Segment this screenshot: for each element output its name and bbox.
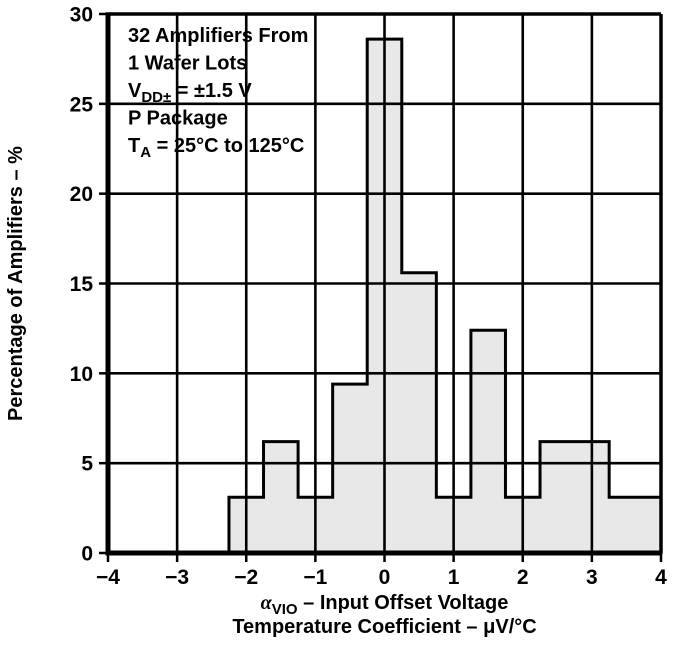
y-tick-label: 25 xyxy=(70,93,94,116)
x-tick-label: 2 xyxy=(517,566,529,589)
annotation-line: P Package xyxy=(128,108,228,130)
annotation-line: VDD± = ±1.5 V xyxy=(128,80,252,106)
histogram-bars-fill xyxy=(228,39,661,554)
text-segment: = 25°C to 125°C xyxy=(151,135,304,157)
x-axis-label-line1: αVIO – Input Offset Voltage xyxy=(261,592,509,618)
text-segment: DD± xyxy=(141,89,171,106)
x-tick-label: 1 xyxy=(448,566,460,589)
y-tick-label: 20 xyxy=(70,183,93,206)
annotation-line: 1 Wafer Lots xyxy=(128,53,247,75)
x-tick-label: −2 xyxy=(234,566,258,589)
y-tick-label: 30 xyxy=(70,4,93,27)
text-segment: P Package xyxy=(128,108,228,130)
text-segment: T xyxy=(128,135,140,157)
text-segment: V xyxy=(128,80,142,102)
annotation-line: 32 Amplifiers From xyxy=(128,25,308,47)
y-axis-label: Percentage of Amplifiers – % xyxy=(5,146,27,421)
text-segment: Temperature Coefficient – μV/°C xyxy=(232,616,536,638)
text-segment: 32 Amplifiers From xyxy=(128,25,308,47)
x-tick-label: 3 xyxy=(586,566,598,589)
x-tick-label: −3 xyxy=(165,566,189,589)
y-tick-label: 5 xyxy=(81,453,93,476)
y-tick-label: 0 xyxy=(81,543,93,566)
x-axis-label-line2: Temperature Coefficient – μV/°C xyxy=(232,616,536,638)
text-segment: 1 Wafer Lots xyxy=(128,53,247,75)
histogram-envelope xyxy=(227,37,663,555)
y-tick-label: 15 xyxy=(70,273,94,296)
x-tick-label: 4 xyxy=(655,566,667,589)
text-segment: – Input Offset Voltage xyxy=(298,592,509,614)
annotation-line: TA = 25°C to 125°C xyxy=(128,135,304,161)
y-tick-label: 10 xyxy=(70,363,93,386)
x-tick-label: 0 xyxy=(379,566,391,589)
x-tick-label: −1 xyxy=(303,566,327,589)
text-segment: VIO xyxy=(272,601,298,618)
text-segment: α xyxy=(261,592,273,614)
x-tick-label: −4 xyxy=(96,566,120,589)
text-segment: = ±1.5 V xyxy=(171,80,252,102)
text-segment: A xyxy=(140,144,151,161)
